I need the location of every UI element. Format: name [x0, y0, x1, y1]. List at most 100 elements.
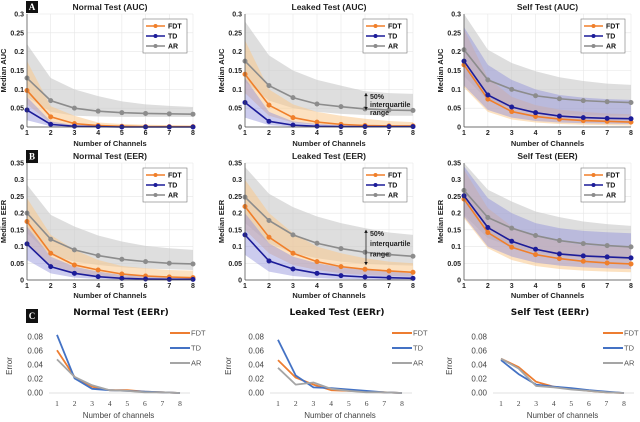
legend-marker-td	[153, 183, 158, 187]
data-point-ar	[410, 253, 416, 259]
data-point-ar	[166, 111, 172, 117]
x-tick-label: 3	[510, 283, 514, 290]
data-point-td	[143, 276, 149, 282]
x-tick-label: 6	[587, 399, 591, 408]
legend-marker-fdt	[153, 173, 158, 177]
data-point-td	[266, 258, 272, 264]
data-point-ar	[190, 111, 196, 117]
data-point-fdt	[362, 266, 368, 272]
data-point-td	[166, 276, 172, 282]
x-tick-label: 7	[167, 130, 171, 137]
panel-badge-label: B	[29, 152, 35, 162]
y-tick-label: 0	[238, 278, 242, 285]
series-line-fdt	[463, 198, 632, 265]
data-point-ar	[166, 260, 172, 266]
y-tick-label: 0.1	[14, 244, 24, 251]
y-tick-label: 0.15	[10, 68, 24, 75]
x-tick-label: 1	[55, 399, 59, 408]
y-axis-label: Error	[224, 357, 233, 375]
x-tick-label: 1	[276, 399, 280, 408]
y-tick-label: 0.02	[27, 375, 43, 384]
x-tick-label: 4	[329, 399, 333, 408]
data-point-fdt	[410, 269, 416, 275]
y-tick-label: 0.04	[471, 361, 487, 370]
panel-badge-bg	[26, 309, 38, 323]
legend-label-fdt: FDT	[191, 329, 206, 338]
y-tick-label: 0.15	[10, 227, 24, 234]
y-tick-label: 0.35	[447, 161, 461, 168]
legend-label-fdt: FDT	[168, 173, 182, 180]
y-tick-label: 0.25	[10, 30, 24, 37]
data-point-td	[95, 274, 101, 280]
data-point-ar	[266, 217, 272, 223]
x-tick-label: 4	[534, 283, 538, 290]
x-tick-label: 4	[534, 130, 538, 137]
legend-label-ar: AR	[606, 44, 616, 51]
panel-badge-label: C	[29, 311, 36, 321]
series-line-ar	[244, 60, 414, 112]
series-line-td	[244, 234, 414, 280]
y-tick-label: 0.1	[451, 244, 461, 251]
x-tick-label: 7	[387, 130, 391, 137]
data-point-fdt	[485, 230, 491, 236]
data-point-fdt	[580, 258, 586, 264]
data-point-ar	[48, 236, 54, 242]
data-point-ar	[190, 261, 196, 267]
legend-marker-fdt	[153, 24, 158, 28]
data-point-td	[338, 273, 344, 279]
data-point-ar	[71, 247, 77, 253]
y-tick-label: 0.05	[10, 261, 24, 268]
data-point-fdt	[48, 250, 54, 256]
iqr-band-td	[27, 226, 193, 280]
data-point-fdt	[628, 261, 634, 267]
legend: FDT TD AR	[362, 18, 408, 54]
x-tick-label: 8	[622, 399, 626, 408]
y-tick-label: 0.2	[14, 211, 24, 218]
y-tick-label: 0.1	[232, 244, 242, 251]
x-tick-label: 3	[90, 399, 94, 408]
y-tick-label: 0.00	[248, 389, 264, 398]
data-point-td	[556, 251, 562, 257]
data-point-fdt	[48, 114, 54, 120]
legend-label-ar: AR	[388, 193, 398, 200]
y-tick-label: 0.15	[228, 227, 242, 234]
data-point-td	[410, 275, 416, 281]
data-point-fdt	[533, 252, 539, 258]
legend-label-td: TD	[388, 34, 397, 41]
y-tick-label: 0.02	[471, 375, 487, 384]
data-point-fdt	[604, 260, 610, 266]
data-point-fdt	[314, 259, 320, 265]
x-axis-label: Number of channels	[304, 411, 376, 420]
x-tick-label: 4	[108, 399, 112, 408]
panel-badge-b: B	[26, 150, 38, 163]
arrow-head-down	[364, 261, 368, 265]
x-tick-label: 8	[411, 283, 415, 290]
y-tick-label: 0.2	[451, 211, 461, 218]
data-point-ar	[95, 253, 101, 259]
data-point-fdt	[338, 264, 344, 270]
y-tick-label: 0.25	[10, 194, 24, 201]
data-point-fdt	[95, 267, 101, 273]
y-tick-label: 0.2	[451, 49, 461, 56]
data-point-td	[604, 115, 610, 121]
x-tick-label: 7	[387, 283, 391, 290]
chart-panel-a2: 1 2 3 4 5 6 7 8 0 0.05 0.1 0.15 0.2 0.25 0.3 Leaked Tes…	[217, 2, 416, 148]
legend-label-fdt: FDT	[388, 24, 402, 31]
panel-badge-a: A	[26, 1, 38, 13]
x-tick-label: 5	[120, 130, 124, 137]
data-point-ar	[266, 83, 272, 89]
data-point-fdt	[314, 119, 320, 125]
x-tick-label: 6	[363, 130, 367, 137]
y-tick-label: 0.3	[451, 12, 461, 19]
y-tick-label: 0.15	[447, 227, 461, 234]
x-tick-label: 5	[125, 399, 129, 408]
data-point-ar	[338, 246, 344, 252]
legend-label-fdt: FDT	[413, 329, 428, 338]
y-axis-label: Median EER	[436, 199, 445, 243]
legend-label-td: TD	[191, 344, 202, 353]
data-point-td	[580, 253, 586, 259]
y-tick-label: 0.35	[228, 161, 242, 168]
y-tick-label: 0.25	[447, 194, 461, 201]
legend-marker-fdt	[591, 173, 596, 177]
series-line-td	[56, 334, 181, 394]
